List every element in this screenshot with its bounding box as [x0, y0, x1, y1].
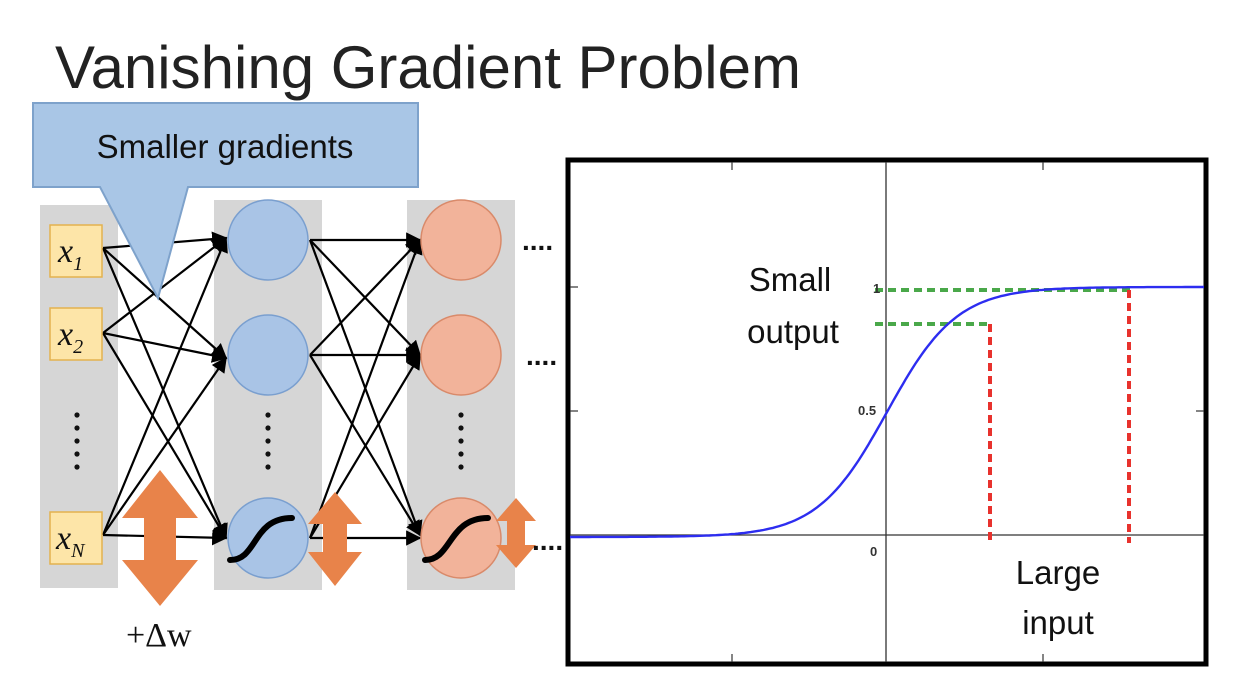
large-input-label-line2: input — [1022, 604, 1094, 641]
callout-text: Smaller gradients — [97, 128, 354, 165]
hidden2-neuron-n — [420, 497, 502, 579]
sigmoid-curve — [570, 285, 1204, 539]
x-tick-zero: 0 — [870, 544, 877, 559]
y-tick-half: 0.5 — [858, 403, 876, 418]
hidden1-neuron-2 — [227, 314, 309, 396]
input-node-xN: xN — [49, 511, 103, 565]
continuation-dots: .... — [526, 340, 557, 371]
medium-gradient-arrow-icon — [308, 492, 362, 586]
sigmoid-icon — [422, 515, 491, 563]
small-gradient-arrow-icon — [496, 498, 536, 568]
small-output-label-line1: Small — [749, 261, 832, 298]
continuation-dots: .... — [522, 225, 553, 256]
hidden1-vertical-dots — [265, 412, 271, 470]
y-tick-one: 1 — [873, 281, 880, 296]
sigmoid-graph: 1 0.5 0 Small output Large input — [565, 157, 1209, 667]
svg-text:x1: x1 — [57, 233, 83, 275]
large-gradient-arrow-icon — [122, 470, 198, 606]
weight-change-label: +Δw — [126, 617, 192, 654]
sigmoid-icon — [227, 515, 295, 563]
input-vertical-dots — [74, 412, 80, 470]
hidden2-vertical-dots — [458, 412, 464, 470]
hidden1-neuron-1 — [227, 199, 309, 281]
svg-text:xN: xN — [55, 520, 86, 562]
hidden2-neuron-2 — [420, 314, 502, 396]
continuation-dots: .... — [532, 525, 563, 556]
input-node-x1: x1 — [49, 224, 103, 278]
large-input-label-line1: Large — [1016, 554, 1100, 591]
hidden2-neuron-1 — [420, 199, 502, 281]
connections-hidden1-hidden2 — [308, 232, 423, 546]
page-title: Vanishing Gradient Problem — [55, 34, 801, 101]
small-output-label-line2: output — [747, 313, 839, 350]
svg-text:x2: x2 — [57, 316, 83, 358]
input-node-x2: x2 — [49, 307, 103, 361]
callout-bubble — [32, 102, 419, 301]
hidden1-neuron-n — [227, 497, 309, 579]
